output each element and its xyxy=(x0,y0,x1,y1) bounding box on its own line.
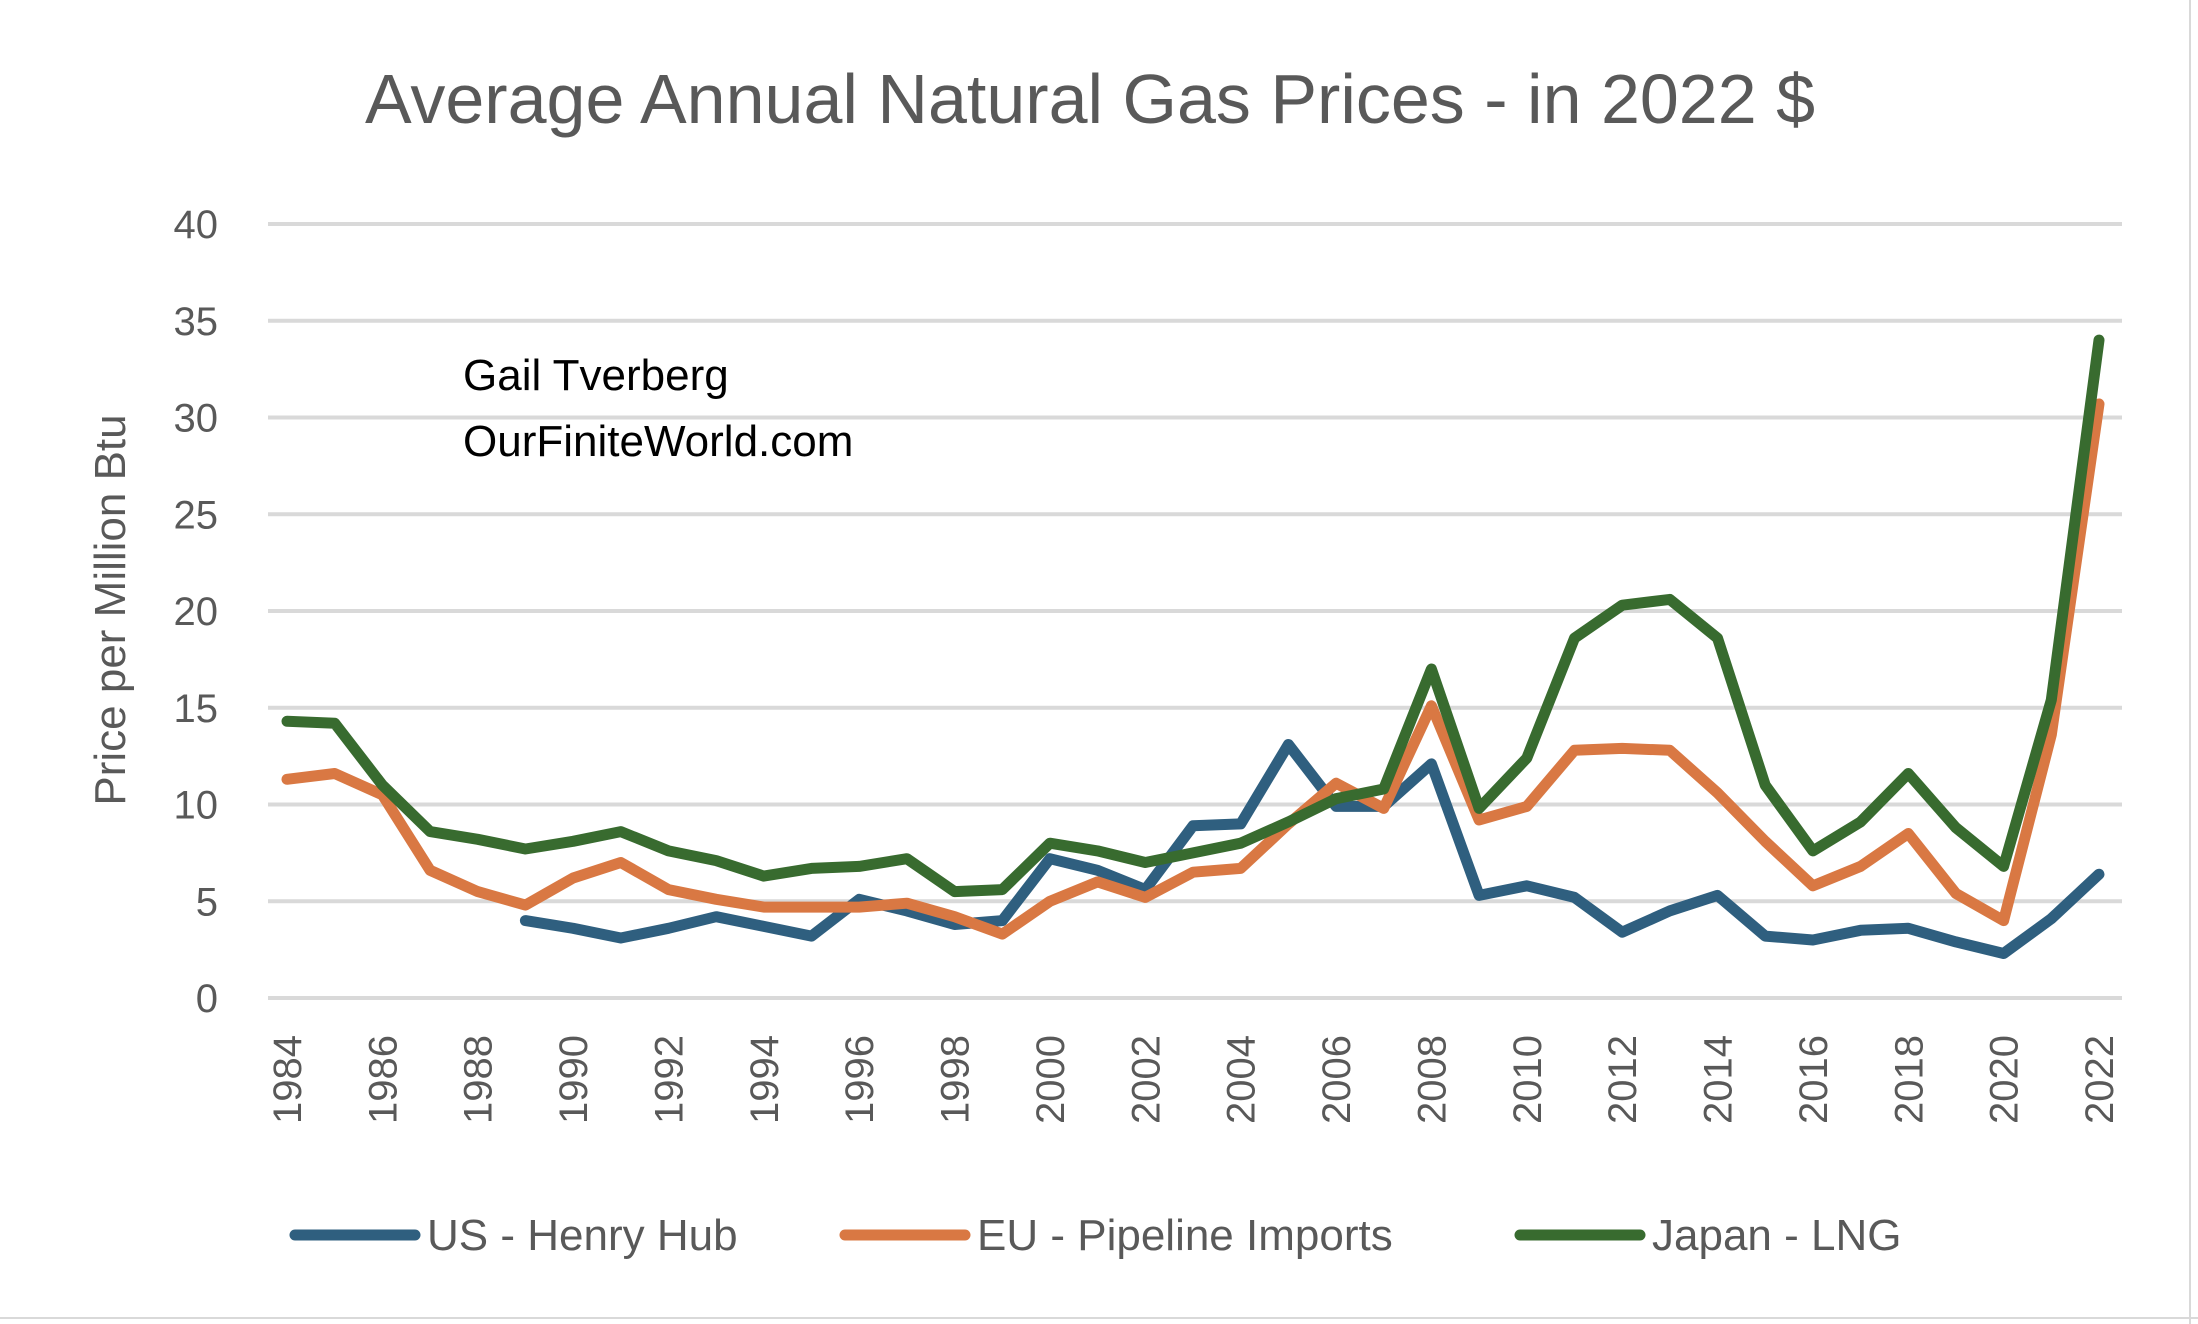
x-tick-label: 1984 xyxy=(266,1035,310,1124)
x-tick-label: 2010 xyxy=(1506,1035,1550,1124)
x-tick-label: 2006 xyxy=(1315,1035,1359,1124)
x-tick-label: 2002 xyxy=(1124,1035,1168,1124)
x-tick-label: 2012 xyxy=(1601,1035,1645,1124)
legend-label: EU - Pipeline Imports xyxy=(977,1211,1393,1260)
x-tick-label: 2004 xyxy=(1220,1035,1264,1124)
y-tick-label: 0 xyxy=(196,977,218,1021)
y-tick-label: 15 xyxy=(174,687,219,731)
y-tick-label: 10 xyxy=(174,784,219,828)
x-tick-label: 2000 xyxy=(1029,1035,1073,1124)
x-tick-label: 2020 xyxy=(1983,1035,2027,1124)
y-axis-label: Price per Million Btu xyxy=(86,414,135,805)
website-annotation: OurFiniteWorld.com xyxy=(463,417,853,466)
legend-label: Japan - LNG xyxy=(1652,1211,1901,1260)
legend-item: EU - Pipeline Imports xyxy=(839,1211,1393,1260)
y-tick-label: 25 xyxy=(174,493,219,537)
x-tick-label: 2018 xyxy=(1887,1035,1931,1124)
series-line-0 xyxy=(519,739,2105,959)
legend-item: US - Henry Hub xyxy=(289,1211,738,1260)
x-tick-label: 2022 xyxy=(2078,1035,2122,1124)
x-tick-label: 1992 xyxy=(647,1035,691,1124)
x-tick-label: 1986 xyxy=(361,1035,405,1124)
x-tick-label: 1994 xyxy=(743,1035,787,1124)
x-tick-label: 2008 xyxy=(1410,1035,1454,1124)
legend-label: US - Henry Hub xyxy=(427,1211,738,1260)
x-tick-label: 2016 xyxy=(1792,1035,1836,1124)
x-tick-label: 1988 xyxy=(457,1035,501,1124)
y-tick-label: 20 xyxy=(174,590,219,634)
y-tick-label: 5 xyxy=(196,880,218,924)
y-tick-label: 30 xyxy=(174,397,219,441)
legend-item: Japan - LNG xyxy=(1514,1211,1901,1260)
author-annotation: Gail Tverberg xyxy=(463,351,729,400)
y-tick-label: 40 xyxy=(174,203,219,247)
x-tick-label: 1996 xyxy=(838,1035,882,1124)
x-tick-label: 2014 xyxy=(1697,1035,1741,1124)
x-tick-label: 1990 xyxy=(552,1035,596,1124)
chart-title: Average Annual Natural Gas Prices - in 2… xyxy=(365,60,1815,138)
x-tick-label: 1998 xyxy=(934,1035,978,1124)
y-tick-label: 35 xyxy=(174,300,219,344)
